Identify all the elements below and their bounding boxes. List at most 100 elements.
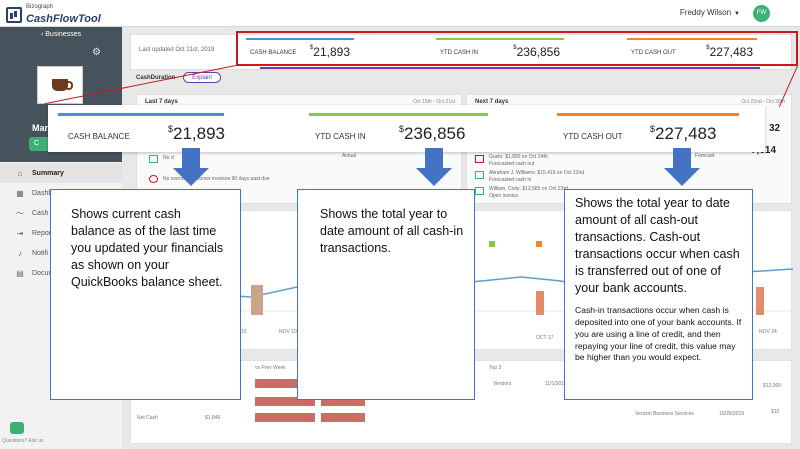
sidebar-item-label: Repor (32, 229, 52, 237)
kpi-ytd-cash-out[interactable]: YTD CASH OUT $227,483 (627, 38, 757, 64)
business-action-label: C (34, 140, 40, 147)
list-item: Abraham J. Williams: $15,419 on Oct 22nd (489, 170, 585, 176)
table-row-label: Net Cash (137, 415, 158, 421)
sidebar-item-label: Docur (32, 269, 51, 277)
table-row-value: 10/26/2019 (719, 411, 745, 417)
kpi-accent-line (309, 113, 488, 116)
chart-axis-label: NOV 24 (759, 329, 777, 335)
invoice-icon (475, 187, 484, 195)
document-icon: ▤ (16, 268, 24, 278)
list-item: William, Cody: $12,583 on Oct 23rd (489, 186, 568, 192)
chart-axis-label: OCT 17 (536, 335, 554, 341)
chart-bar (756, 287, 764, 315)
callout-text: Shows current cash balance as of the las… (71, 207, 224, 289)
coffee-cup-icon (52, 79, 73, 91)
list-item: Forecasted cash out (489, 161, 535, 167)
bell-icon: ♪ (18, 248, 22, 258)
callout-cash-out: Shows the total year to date amount of a… (564, 189, 753, 400)
kpi-value: $227,483 (650, 124, 717, 143)
callout-cash-in: Shows the total year to date amount of a… (297, 189, 475, 400)
table-row-value: $12,000 (763, 383, 782, 389)
chart-bar (251, 285, 263, 315)
panel-title: Last 7 days (145, 99, 178, 105)
zoom-kpi-ytd-cash-in[interactable]: YTD CASH IN $236,856 (309, 113, 488, 147)
table-cell (321, 397, 365, 406)
sidebar-item-summary[interactable]: ⌂ Summary (0, 163, 122, 183)
clock-icon (149, 175, 158, 183)
table-header: Top 3 (489, 365, 502, 371)
legend-swatch (489, 241, 495, 247)
app-logo[interactable]: Bizograph CashFlowTool (6, 4, 101, 26)
cash-in-icon (475, 171, 484, 179)
kpi-label: YTD CASH OUT (563, 132, 623, 141)
home-icon: ⌂ (17, 168, 23, 178)
sidebar-item-dashboard[interactable]: ▦ Dashb (0, 183, 122, 203)
highlight-box (236, 31, 798, 66)
kpi-label: YTD CASH IN (440, 50, 479, 56)
legend-swatch (536, 241, 542, 247)
kpi-value: $236,856 (513, 45, 560, 59)
kpi-accent-line (557, 113, 739, 116)
actual-label: Actual (342, 153, 356, 159)
table-row-value: 11/1/2019 (545, 381, 567, 387)
panel-range: Oct 22nd - Oct 28th (741, 99, 785, 105)
sidebar-item-label: Cash f (32, 209, 53, 217)
zoom-kpi-cash-balance[interactable]: CASH BALANCE $21,893 (58, 113, 226, 147)
arrow-down-icon (664, 148, 700, 186)
sidebar-item-notifications[interactable]: ♪ Notifi (0, 243, 122, 263)
sidebar-item-documents[interactable]: ▤ Docur (0, 263, 122, 283)
cash-out-icon (475, 155, 484, 163)
chart-axis-label: NOV 10 (279, 329, 297, 335)
report-icon: ⇥ (16, 228, 24, 238)
callout-text: Shows the total year to date amount of a… (320, 207, 464, 255)
list-item: Gusto: $1,800 on Oct 24th (489, 154, 548, 160)
kpi-value: $21,893 (309, 45, 350, 59)
business-name: Mary (32, 123, 54, 133)
table-cell (255, 379, 315, 388)
business-logo (37, 66, 83, 104)
table-row-value: $1,846 (205, 415, 221, 421)
zoom-kpi-ytd-cash-out[interactable]: YTD CASH OUT $227,483 (557, 113, 739, 147)
callout-note: Cash-in transactions occur when cash is … (575, 305, 742, 363)
arrow-down-icon (416, 148, 452, 186)
kpi-label: CASH BALANCE (68, 132, 130, 141)
panel-title: Next 7 days (475, 99, 509, 105)
kpi-strip-zoomed: CASH BALANCE $21,893 YTD CASH IN $236,85… (48, 105, 765, 152)
kpi-accent-line (246, 38, 354, 40)
avatar[interactable]: FW (753, 5, 770, 22)
user-menu[interactable]: Freddy Wilson ▼ (680, 8, 740, 17)
kpi-cash-balance[interactable]: CASH BALANCE $21,893 (246, 38, 354, 64)
sidebar-item-cashflow[interactable]: 〜 Cash f (0, 203, 122, 223)
forecast-label: Forecast (695, 153, 715, 159)
kpi-ytd-cash-in[interactable]: YTD CASH IN $236,856 (436, 38, 564, 64)
dashboard-icon: ▦ (16, 188, 24, 198)
kpi-value: $21,893 (168, 124, 226, 143)
next7-value-1: 32 (769, 123, 781, 134)
table-cell (255, 397, 315, 406)
callout-text: Shows the total year to date amount of a… (575, 196, 740, 295)
kpi-label: YTD CASH OUT (631, 50, 676, 56)
sidebar-item-reports[interactable]: ⇥ Repor (0, 223, 122, 243)
kpi-accent-line (436, 38, 564, 40)
table-cell (321, 413, 365, 422)
sidebar-nav: ⌂ Summary ▦ Dashb 〜 Cash f ⇥ Repor ♪ Notifi ▤… (0, 163, 122, 283)
cashduration-title: CashDuration (136, 75, 176, 81)
arrow-down-icon (173, 148, 209, 186)
kpi-label: CASH BALANCE (250, 50, 297, 56)
sidebar-item-label: Summary (32, 169, 64, 177)
list-item: Forecasted cash in (489, 177, 532, 183)
table-header: vs Prev Week (255, 365, 286, 371)
gear-icon[interactable]: ⚙ (92, 47, 101, 58)
table-cell (255, 413, 315, 422)
businesses-link[interactable]: ‹ Businesses (40, 31, 82, 38)
callout-cash-balance: Shows current cash balance as of the las… (50, 189, 241, 400)
cash-in-icon (149, 155, 158, 163)
table-row-label: Vendors (493, 381, 512, 387)
kpi-label: YTD CASH IN (315, 132, 366, 141)
logo-icon (6, 7, 22, 23)
kpi-value: $227,483 (706, 45, 753, 59)
chat-icon[interactable] (10, 422, 24, 434)
list-item: No cl (163, 155, 175, 161)
chevron-down-icon: ▼ (734, 11, 740, 17)
